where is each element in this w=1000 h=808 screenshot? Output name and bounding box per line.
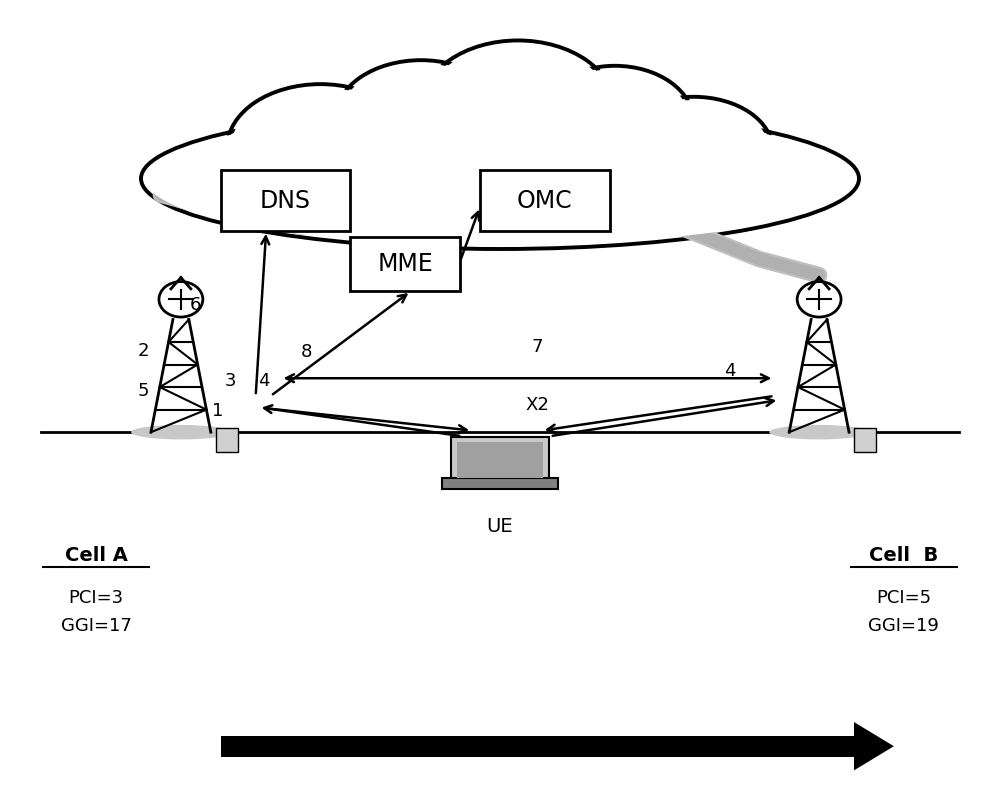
Text: Cell A: Cell A xyxy=(65,546,128,565)
Ellipse shape xyxy=(536,65,694,179)
Text: PCI=5: PCI=5 xyxy=(876,589,931,607)
Text: 6: 6 xyxy=(189,297,201,314)
Polygon shape xyxy=(854,722,894,770)
Text: X2: X2 xyxy=(525,396,549,414)
Text: 1: 1 xyxy=(212,402,224,420)
FancyArrowPatch shape xyxy=(553,398,774,436)
Text: MME: MME xyxy=(377,252,433,276)
Text: Cell  B: Cell B xyxy=(869,546,938,565)
Ellipse shape xyxy=(619,100,769,200)
FancyBboxPatch shape xyxy=(854,428,876,452)
Text: UE: UE xyxy=(487,517,513,536)
Text: GGI=17: GGI=17 xyxy=(61,617,132,635)
FancyBboxPatch shape xyxy=(451,437,549,482)
Text: GGI=19: GGI=19 xyxy=(868,617,939,635)
Text: 8: 8 xyxy=(301,343,312,360)
Ellipse shape xyxy=(769,425,869,440)
Text: OMC: OMC xyxy=(517,189,573,213)
FancyArrowPatch shape xyxy=(256,237,269,393)
Ellipse shape xyxy=(227,84,414,211)
FancyArrowPatch shape xyxy=(266,408,467,433)
FancyArrowPatch shape xyxy=(273,295,406,394)
Ellipse shape xyxy=(615,97,773,204)
Text: DNS: DNS xyxy=(260,189,311,213)
Ellipse shape xyxy=(131,425,231,440)
Ellipse shape xyxy=(231,87,410,208)
Ellipse shape xyxy=(540,69,690,175)
FancyArrowPatch shape xyxy=(461,212,479,259)
FancyBboxPatch shape xyxy=(480,170,610,231)
Text: 5: 5 xyxy=(137,382,149,400)
FancyBboxPatch shape xyxy=(442,478,558,489)
FancyBboxPatch shape xyxy=(216,428,238,452)
FancyArrowPatch shape xyxy=(286,374,769,382)
Text: 4: 4 xyxy=(724,362,735,380)
Text: 7: 7 xyxy=(532,338,543,356)
FancyBboxPatch shape xyxy=(457,442,543,478)
Circle shape xyxy=(797,282,841,317)
Text: 3: 3 xyxy=(224,372,236,389)
FancyBboxPatch shape xyxy=(221,170,350,231)
Text: PCI=3: PCI=3 xyxy=(69,589,124,607)
Ellipse shape xyxy=(141,108,859,249)
Text: 4: 4 xyxy=(258,372,269,389)
FancyArrowPatch shape xyxy=(547,397,771,432)
FancyBboxPatch shape xyxy=(221,736,869,756)
Ellipse shape xyxy=(425,44,611,172)
Ellipse shape xyxy=(421,40,615,175)
Circle shape xyxy=(159,282,203,317)
Ellipse shape xyxy=(339,63,503,175)
Ellipse shape xyxy=(335,60,507,179)
FancyArrowPatch shape xyxy=(264,406,459,436)
FancyBboxPatch shape xyxy=(350,237,460,291)
Ellipse shape xyxy=(145,112,855,246)
Text: 2: 2 xyxy=(137,342,149,360)
